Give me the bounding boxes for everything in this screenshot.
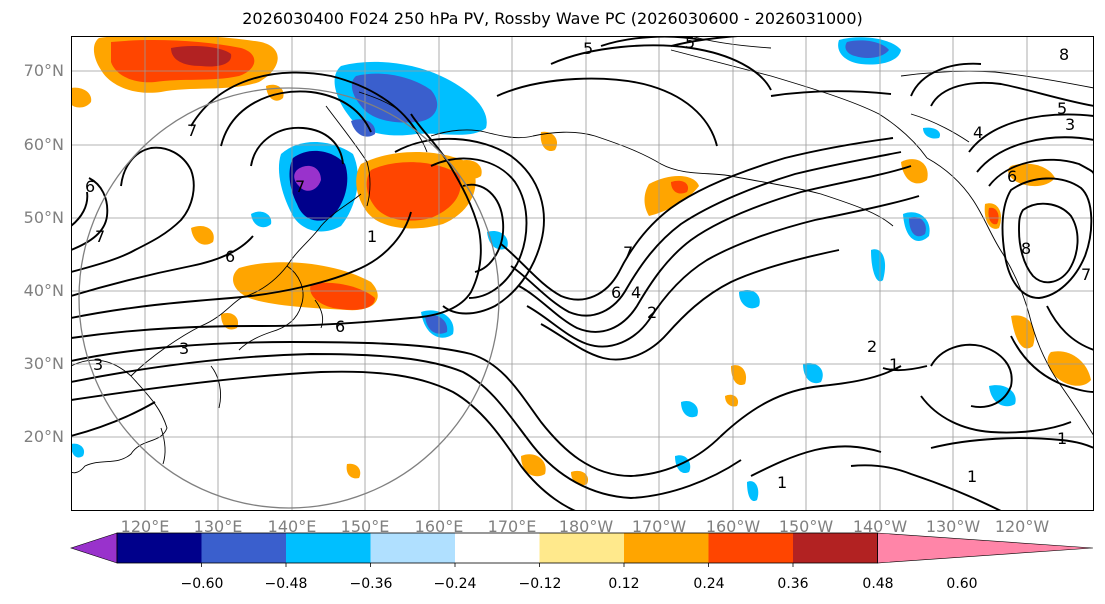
- lon-label: 170°W: [631, 517, 687, 536]
- colorbar-outline: [116, 532, 878, 564]
- lon-label: 150°W: [778, 517, 834, 536]
- contour-labels: 5 5 8 7 5 3 4 6 7 6 7 6 1 7 6 4 2 6 8 7 …: [85, 36, 1091, 492]
- contour-label: 3: [179, 339, 189, 358]
- lon-label: 130°W: [925, 517, 981, 536]
- colorbar-tick-label: −0.36: [349, 576, 393, 592]
- lon-label: 150°E: [340, 517, 390, 536]
- contour-label: 5: [583, 39, 593, 58]
- contour-label: 6: [335, 317, 345, 336]
- contour-label: 3: [1065, 115, 1075, 134]
- contour-label: 7: [187, 121, 197, 140]
- contour-label: 6: [611, 283, 621, 302]
- colorbar: [70, 532, 1094, 567]
- lat-label: 50°N: [23, 208, 64, 227]
- contour-label: 7: [295, 177, 305, 196]
- contour-label: 8: [1021, 239, 1031, 258]
- colorbar-tick-label: −0.24: [433, 576, 477, 592]
- contour-label: 8: [1059, 45, 1069, 64]
- colorbar-segment: [370, 533, 456, 563]
- contour-label: 1: [367, 227, 377, 246]
- lon-label: 120°W: [994, 517, 1050, 536]
- map-background: [71, 36, 1094, 511]
- contour-label: 4: [973, 123, 983, 142]
- colorbar-segment: [455, 533, 540, 563]
- contour-label: 1: [967, 467, 977, 486]
- map-panel: 5 5 8 7 5 3 4 6 7 6 7 6 1 7 6 4 2 6 8 7 …: [71, 36, 1094, 511]
- lon-label: 120°E: [120, 517, 170, 536]
- colorbar-extend-max: [877, 532, 1094, 564]
- lon-label: 130°E: [193, 517, 243, 536]
- lon-label: 160°E: [414, 517, 464, 536]
- colorbar-tick-label: 0.12: [608, 576, 640, 592]
- contour-label: 6: [1007, 167, 1017, 186]
- lon-label: 160°W: [705, 517, 761, 536]
- lon-label: 170°E: [487, 517, 537, 536]
- pv-anomaly-fills: [71, 36, 1091, 502]
- lat-label: 20°N: [23, 427, 64, 446]
- contour-label: 1: [889, 355, 899, 374]
- radius-circle: [78, 87, 500, 509]
- lon-label: 140°W: [852, 517, 908, 536]
- graticule: [71, 36, 1094, 511]
- colorbar-tick-label: −0.12: [518, 576, 562, 592]
- contour-label: 1: [777, 473, 787, 492]
- colorbar-segment: [539, 533, 625, 563]
- colorbar-tick-label: −0.60: [180, 576, 224, 592]
- colorbar-segment: [201, 533, 287, 563]
- lat-label: 30°N: [23, 354, 64, 373]
- colorbar-segment: [793, 533, 878, 563]
- contour-label: 7: [1081, 265, 1091, 284]
- contour-label: 5: [685, 36, 695, 52]
- lat-label: 70°N: [23, 61, 64, 80]
- contour-label: 2: [647, 303, 657, 322]
- contour-label: 7: [95, 227, 105, 246]
- rossby-wave-contours: [71, 36, 1094, 511]
- contour-label: 6: [85, 177, 95, 196]
- lon-label: 180°W: [558, 517, 614, 536]
- contour-label: 2: [867, 337, 877, 356]
- colorbar-tick-label: 0.48: [862, 576, 894, 592]
- colorbar-tick-label: 0.24: [693, 576, 725, 592]
- contour-label: 4: [631, 283, 641, 302]
- colorbar-segment: [624, 533, 709, 563]
- colorbar-tick-label: 0.60: [946, 576, 978, 592]
- lat-label: 40°N: [23, 281, 64, 300]
- colorbar-segment: [708, 533, 794, 563]
- contour-label: 3: [93, 355, 103, 374]
- colorbar-segment: [286, 533, 371, 563]
- colorbar-tick-label: 0.36: [777, 576, 809, 592]
- colorbar-extend-min: [70, 532, 118, 564]
- contour-label: 6: [225, 247, 235, 266]
- colorbar-tick-label: −0.48: [264, 576, 308, 592]
- lon-label: 140°E: [267, 517, 317, 536]
- contour-label: 5: [1057, 99, 1067, 118]
- map-border: [71, 36, 1094, 511]
- lat-label: 60°N: [23, 135, 64, 154]
- contour-label: 7: [623, 243, 633, 262]
- contour-label: 1: [1057, 429, 1067, 448]
- colorbar-segment: [117, 533, 202, 563]
- map-title: 2026030400 F024 250 hPa PV, Rossby Wave …: [242, 9, 863, 28]
